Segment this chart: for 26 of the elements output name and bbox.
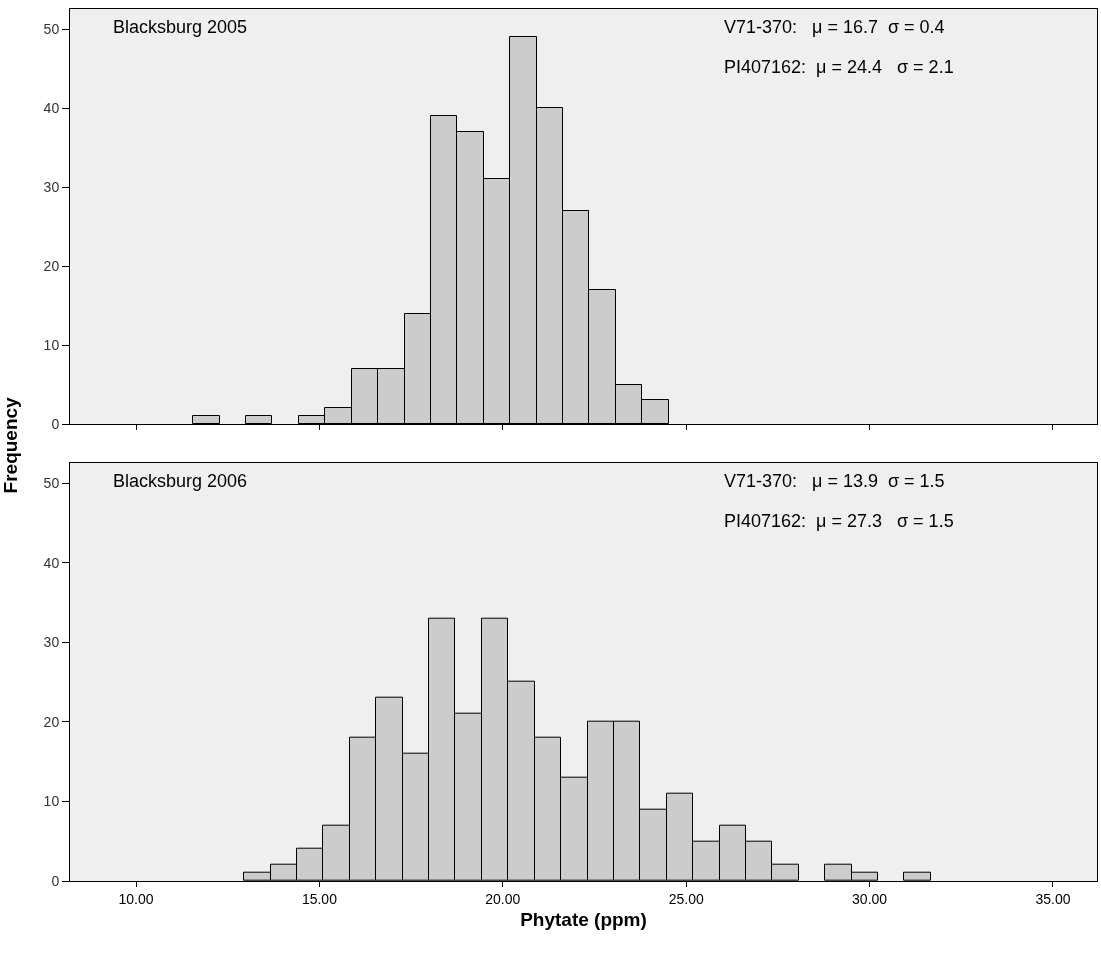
- text: Blacksburg 2006: [113, 471, 248, 491]
- y-tick-label: 20: [43, 258, 60, 275]
- y-tick-label: 40: [43, 100, 60, 117]
- text: Blacksburg 2005: [113, 17, 248, 37]
- annotation: PI407162: μ = 24.4 σ = 2.1: [724, 57, 954, 77]
- y-tick-label: 50: [43, 21, 60, 38]
- x-axis-title: Phytate (ppm): [520, 908, 647, 930]
- x-tick-label: 25.00: [668, 890, 704, 907]
- x-tick-label: 30.00: [852, 890, 888, 907]
- x-tick-label: 20.00: [485, 890, 521, 907]
- x-tick-label: 15.00: [301, 890, 338, 907]
- y-tick-label: 0: [51, 872, 60, 889]
- y-axis-title: Frequency: [0, 396, 22, 494]
- annotation: V71-370: μ = 16.7 σ = 0.4: [724, 17, 945, 37]
- y-tick-label: 10: [43, 793, 60, 810]
- y-tick-label: 20: [43, 713, 60, 730]
- y-tick-label: 10: [43, 337, 60, 353]
- y-tick-label: 40: [43, 554, 60, 571]
- y-tick-label: 30: [43, 179, 60, 196]
- y-tick-label: 30: [43, 634, 60, 651]
- y-tick-label: 0: [51, 415, 60, 432]
- annotation: PI407162: μ = 27.3 σ = 1.5: [724, 511, 954, 531]
- x-tick-label: 35.00: [1035, 890, 1071, 907]
- y-tick-label: 50: [43, 475, 60, 492]
- annotation: V71-370: μ = 13.9 σ = 1.5: [724, 471, 945, 491]
- x-tick-label: 10.00: [118, 890, 154, 907]
